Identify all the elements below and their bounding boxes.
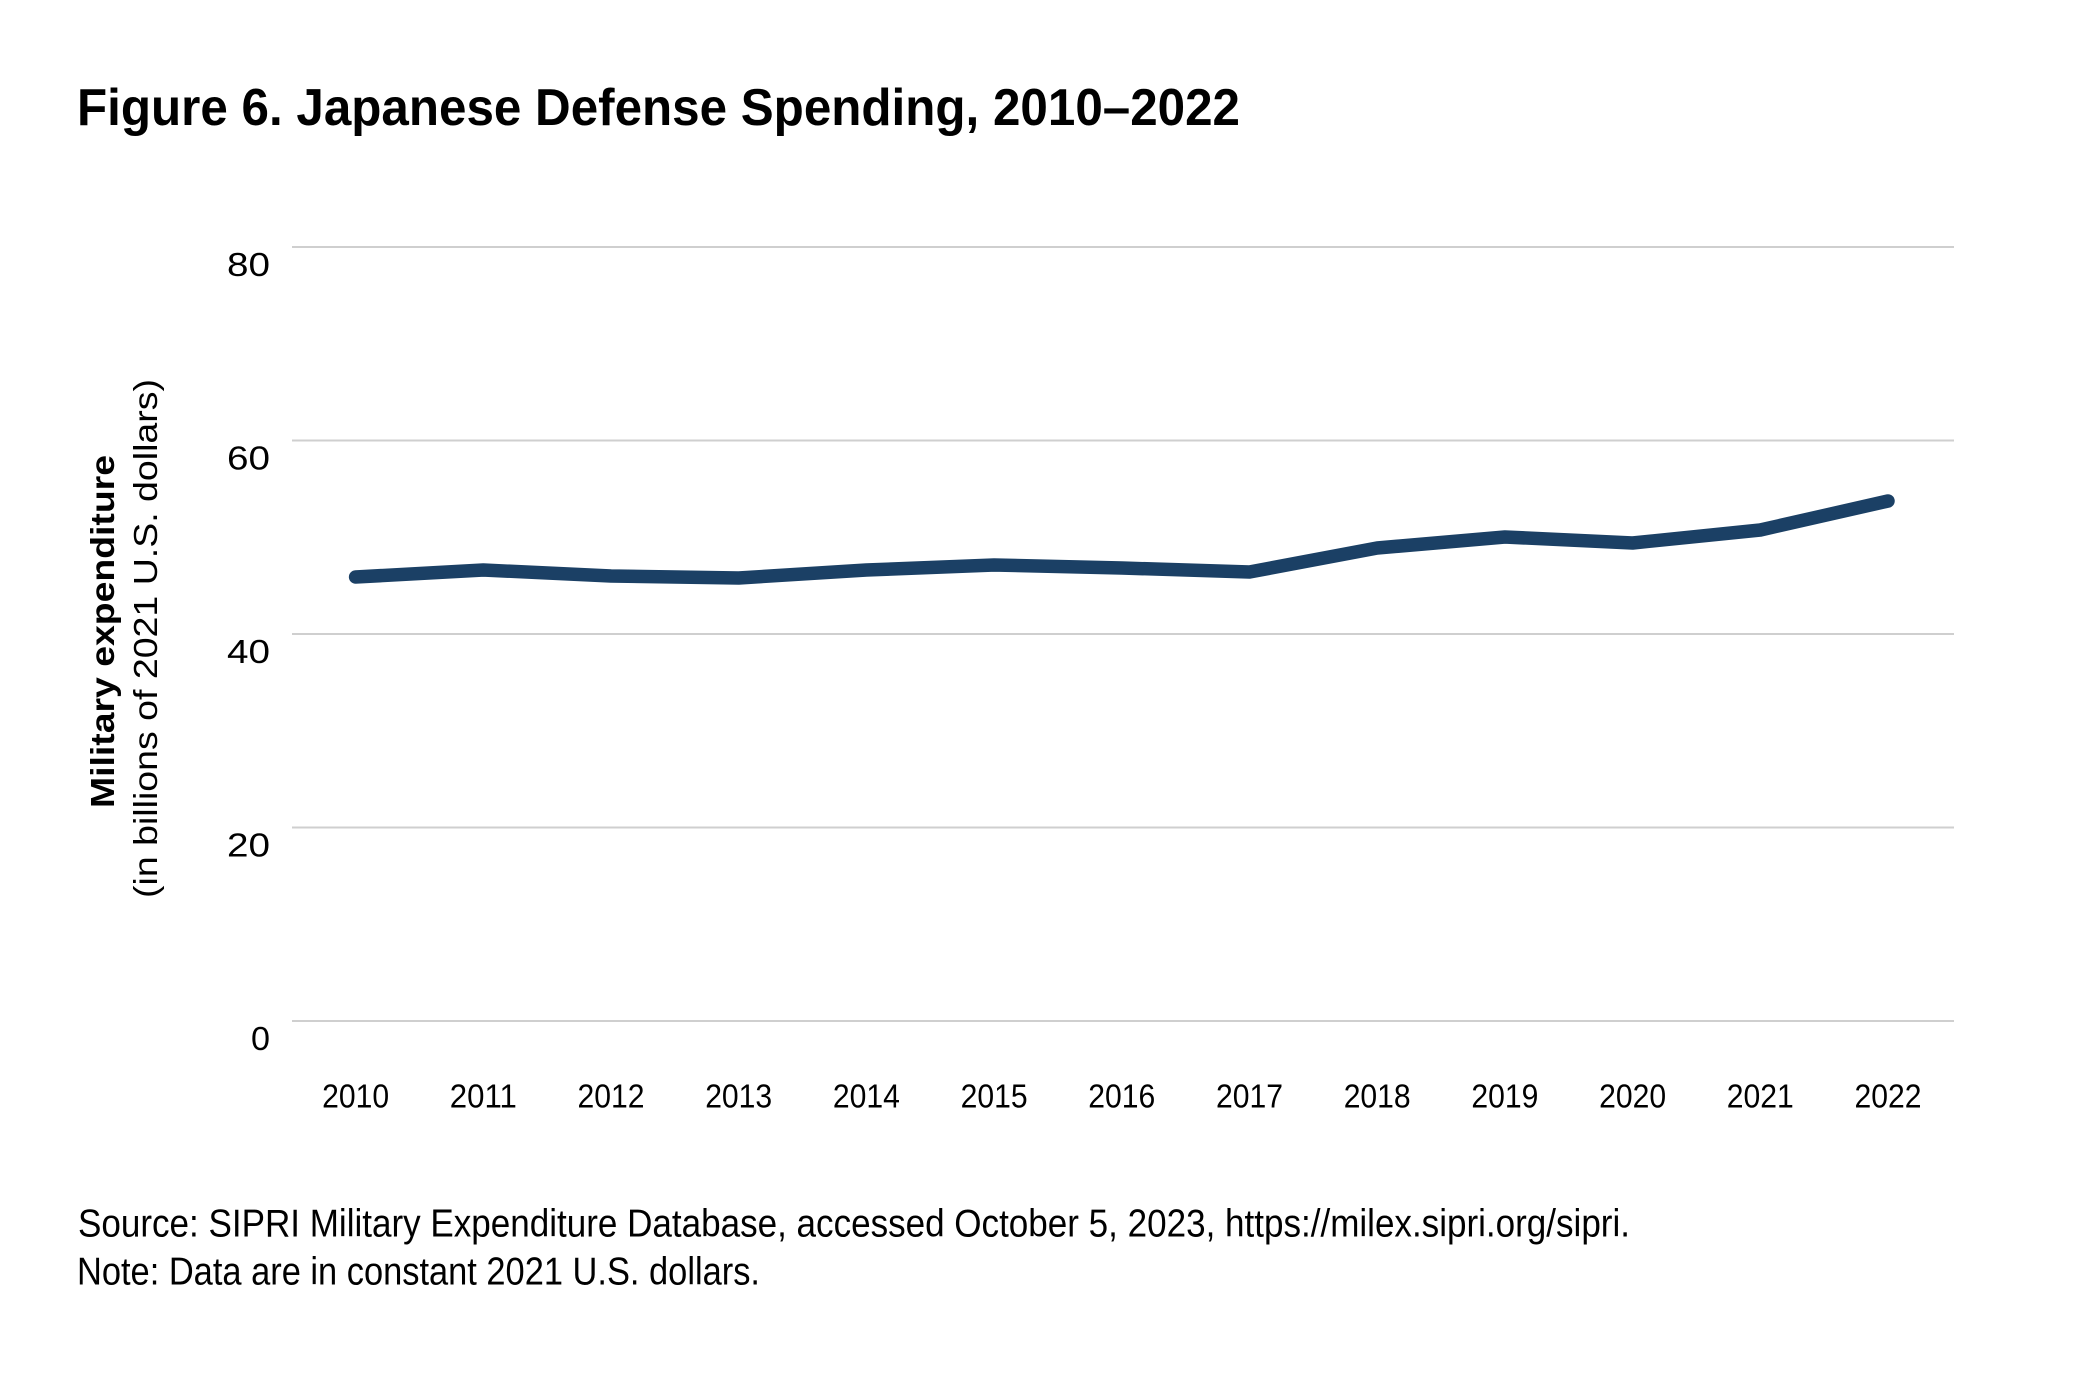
svg-text:2015: 2015 [961, 1079, 1028, 1116]
svg-text:2020: 2020 [1599, 1079, 1666, 1116]
svg-text:60: 60 [227, 441, 270, 478]
svg-text:0: 0 [251, 1021, 270, 1058]
svg-text:Source: SIPRI Military Expendi: Source: SIPRI Military Expenditure Datab… [78, 1203, 1630, 1246]
svg-text:2017: 2017 [1216, 1079, 1283, 1116]
svg-text:2016: 2016 [1088, 1079, 1155, 1116]
svg-text:40: 40 [227, 634, 270, 671]
svg-text:Military expenditure: Military expenditure [85, 455, 122, 808]
svg-text:Note: Data are in constant 202: Note: Data are in constant 2021 U.S. dol… [77, 1251, 760, 1294]
svg-text:2022: 2022 [1855, 1079, 1922, 1116]
svg-text:Figure 6. Japanese Defense Spe: Figure 6. Japanese Defense Spending, 201… [77, 78, 1240, 136]
svg-text:2013: 2013 [705, 1079, 772, 1116]
svg-text:2019: 2019 [1471, 1079, 1538, 1116]
svg-text:2014: 2014 [833, 1079, 900, 1116]
svg-text:80: 80 [227, 247, 270, 284]
svg-text:2021: 2021 [1727, 1079, 1794, 1116]
svg-text:2012: 2012 [578, 1079, 645, 1116]
svg-text:2010: 2010 [322, 1079, 389, 1116]
svg-text:20: 20 [227, 828, 270, 865]
svg-text:(in billions of 2021 U.S. doll: (in billions of 2021 U.S. dollars) [128, 379, 165, 898]
svg-text:2011: 2011 [450, 1079, 517, 1116]
svg-text:2018: 2018 [1344, 1079, 1411, 1116]
